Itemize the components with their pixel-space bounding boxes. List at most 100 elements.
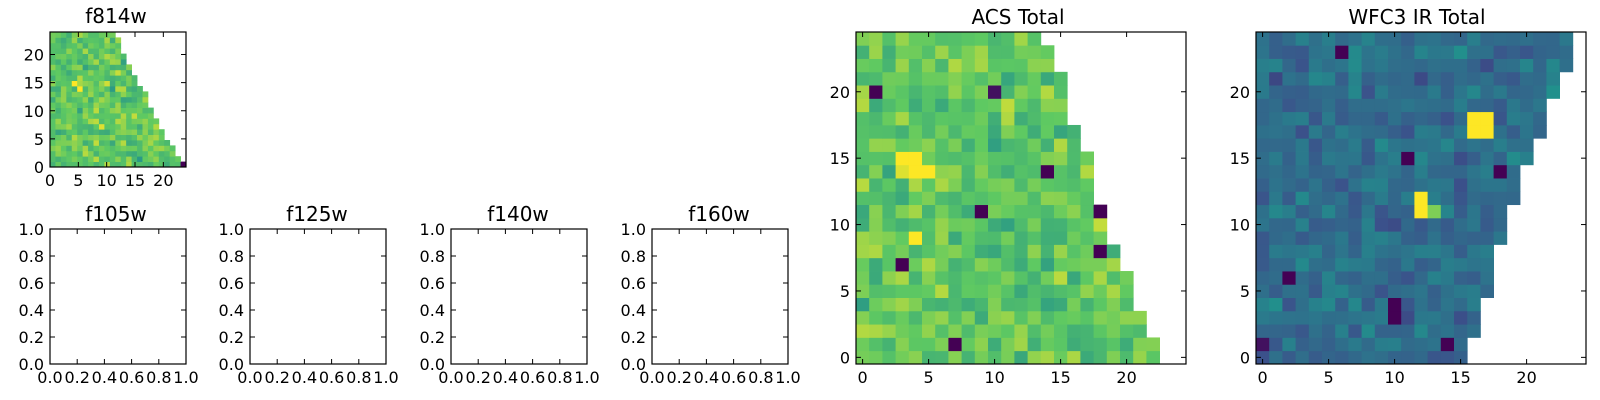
heatmap-cell (1361, 257, 1376, 272)
heatmap-cell (1040, 124, 1055, 139)
heatmap-cell (1348, 191, 1362, 206)
heatmap-cell (1027, 151, 1042, 166)
heatmap-cell (1467, 32, 1481, 46)
heatmap-cell (1054, 151, 1068, 166)
heatmap-cell (60, 64, 67, 71)
heatmap-cell (109, 75, 116, 81)
heatmap-cell (147, 134, 154, 141)
y-tick-label: 20 (1230, 83, 1250, 102)
heatmap-cell (1427, 124, 1442, 139)
heatmap-cell (1388, 151, 1402, 166)
x-tick-label: 0.4 (493, 368, 518, 387)
heatmap-cell (882, 71, 896, 86)
heatmap-cell (120, 150, 127, 157)
heatmap-cell (109, 96, 116, 103)
heatmap-cell (1467, 111, 1481, 126)
heatmap-cell (869, 284, 883, 298)
heatmap-cell (1295, 45, 1310, 59)
heatmap-cell (988, 178, 1002, 192)
heatmap-cell (1506, 164, 1521, 179)
heatmap-cell (869, 178, 883, 192)
heatmap-cell (98, 113, 105, 119)
heatmap-cell (142, 123, 149, 130)
heatmap-cell (77, 75, 84, 81)
heatmap-cell (104, 32, 111, 38)
heatmap-cell (126, 75, 132, 81)
heatmap-cell (50, 156, 56, 162)
heatmap-cell (1080, 350, 1094, 365)
heatmap-cell (1067, 337, 1081, 352)
heatmap-cell (1374, 337, 1389, 352)
heatmap-cell (93, 150, 100, 157)
heatmap-cell (1308, 284, 1323, 298)
heatmap-cell (66, 129, 73, 135)
heatmap-cell (93, 134, 100, 141)
heatmap-cell (974, 124, 989, 139)
heatmap-cell (1027, 85, 1042, 99)
heatmap-cell (1374, 297, 1389, 312)
heatmap-cell (115, 59, 122, 65)
heatmap-cell (1322, 204, 1336, 219)
heatmap-cell (93, 113, 100, 119)
heatmap-cell (98, 134, 105, 141)
heatmap-cell (1295, 271, 1310, 285)
heatmap-cell (1388, 350, 1402, 365)
heatmap-cell (131, 102, 138, 108)
heatmap-cell (1454, 151, 1468, 166)
heatmap-cell (948, 32, 962, 46)
heatmap-cell (1440, 231, 1455, 245)
heatmap-cell (77, 129, 84, 135)
heatmap-cell (948, 71, 962, 86)
heatmap-cell (1093, 310, 1108, 325)
panel-f125w: f125w 0.0 0.2 0.4 0.6 0.8 1.00.00.20.40.60.81… (219, 202, 399, 387)
heatmap-cell (856, 271, 870, 285)
heatmap-cell (77, 91, 84, 98)
heatmap-cell (115, 53, 122, 60)
heatmap-cell (1308, 324, 1323, 338)
heatmap-cell (1414, 271, 1428, 285)
heatmap-cell (50, 32, 56, 38)
heatmap-cell (1374, 310, 1389, 325)
heatmap-cell (988, 58, 1002, 73)
heatmap-cell (922, 124, 936, 139)
heatmap-cell (120, 140, 127, 146)
axes-frame-f105w (49, 228, 187, 365)
heatmap-cell (1414, 310, 1428, 325)
heatmap-cell (104, 37, 111, 44)
heatmap-cell (1014, 271, 1028, 285)
heatmap-cell (1133, 324, 1147, 338)
heatmap-cell (1256, 257, 1270, 272)
heatmap-cell (164, 161, 171, 168)
heatmap-cell (1256, 138, 1270, 152)
heatmap-cell (1054, 85, 1068, 99)
heatmap-cell (71, 53, 78, 60)
heatmap-cell (50, 80, 56, 87)
heatmap-cell (1493, 85, 1508, 99)
heatmap-cell (1335, 111, 1349, 126)
heatmap-cell (1401, 138, 1415, 152)
heatmap-cell (109, 53, 116, 60)
heatmap-cell (1440, 178, 1455, 192)
heatmap-cell (66, 53, 73, 60)
heatmap-cell (115, 48, 122, 54)
heatmap-cell (66, 91, 73, 98)
heatmap-cell (55, 91, 62, 98)
heatmap-cell (869, 58, 883, 73)
heatmap-cell (1014, 350, 1028, 365)
y-tick-label: 0.2 (19, 328, 44, 347)
heatmap-cell (1040, 297, 1055, 312)
heatmap-cell (1040, 45, 1055, 59)
heatmap-cell (142, 150, 149, 157)
heatmap-cell (1322, 257, 1336, 272)
heatmap-cell (1388, 231, 1402, 245)
heatmap-cell (77, 53, 84, 60)
heatmap-cell (1493, 217, 1508, 232)
heatmap-cell (895, 98, 910, 113)
heatmap-cell (50, 118, 56, 125)
heatmap-cell (974, 98, 989, 113)
heatmap-cell (1040, 271, 1055, 285)
heatmap-cell (1440, 257, 1455, 272)
heatmap-cell (948, 271, 962, 285)
heatmap-cell (55, 32, 62, 38)
heatmap-cell (1014, 111, 1028, 126)
